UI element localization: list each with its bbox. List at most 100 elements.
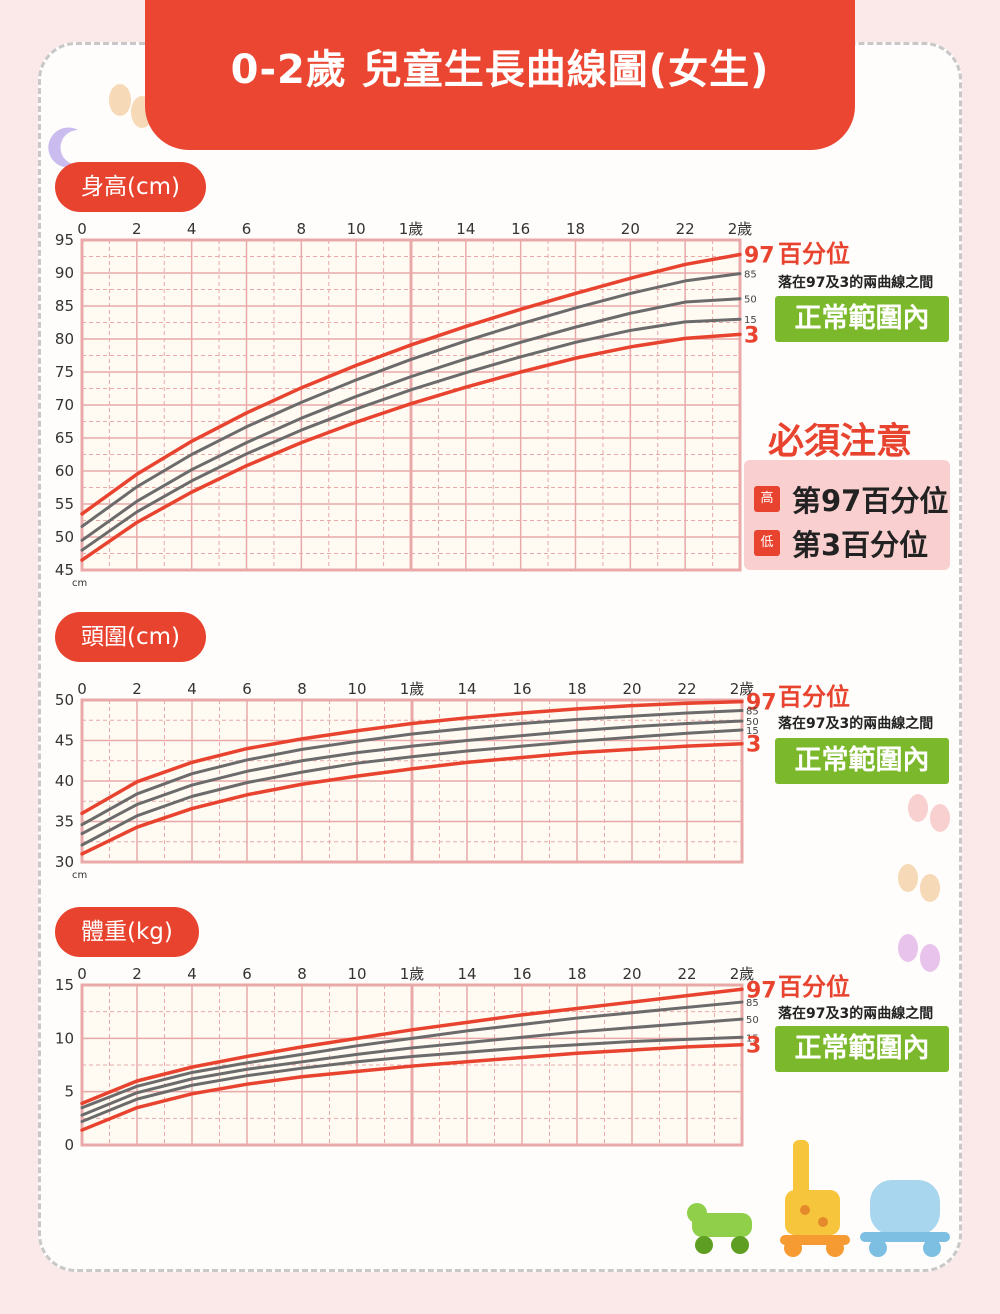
percentile-title: 百分位 [778,240,850,268]
y-tick-label: 65 [55,429,74,447]
series-line-p15 [80,728,744,847]
y-tick-label: 5 [64,1083,74,1101]
plot-border [80,698,744,864]
plot-border [80,238,742,572]
series-line-p3 [80,741,744,856]
x-tick-label: 6 [242,965,252,983]
x-tick-label: 20 [622,680,641,698]
series-end-label-p3: 3 [746,733,761,758]
series-line-p85 [80,1000,744,1110]
normal-range-badge: 正常範圍內 [775,296,949,342]
series-end-label-p50: 50 [746,717,759,728]
x-tick-label: 1歲 [399,220,424,238]
percentile-title: 百分位 [778,973,850,1001]
footprint-icon [898,864,940,902]
series-end-label-p50: 50 [744,295,757,306]
x-tick-label: 1歲 [400,680,425,698]
series-end-label-p15: 15 [744,315,757,326]
x-tick-label: 0 [77,220,87,238]
toy-giraffe-icon [780,1140,850,1257]
series-line-p15 [80,1035,744,1124]
y-tick-label: 30 [55,853,74,871]
x-tick-label: 22 [677,680,696,698]
series-line-p97 [80,699,744,816]
x-tick-label: 8 [297,220,307,238]
section-label-height: 身高(cm) [55,162,206,212]
x-tick-label: 14 [457,680,476,698]
x-tick-label: 2歲 [728,220,753,238]
series-end-label-p50: 50 [746,1015,759,1026]
series-end-label-p85: 85 [746,707,759,718]
series-line-p50 [80,1017,744,1117]
y-tick-label: 95 [55,231,74,249]
series-line-p50 [80,297,742,542]
normal-range-badge: 正常範圍內 [775,1026,949,1072]
normal-range-badge: 正常範圍內 [775,738,949,784]
x-tick-label: 20 [621,220,640,238]
y-tick-label: 10 [55,1029,74,1047]
footprint-icon [908,794,950,832]
x-tick-label: 6 [242,220,252,238]
series-line-p50 [80,719,744,836]
y-tick-label: 75 [55,363,74,381]
normal-range-note: 落在97及3的兩曲線之間 [778,1006,934,1022]
x-tick-label: 4 [187,680,197,698]
y-tick-label: 90 [55,264,74,282]
y-tick-label: 45 [55,561,74,579]
warning-high-tag: 高 [754,486,780,512]
warning-low-text: 第3百分位 [792,528,929,562]
x-tick-label: 2歲 [730,965,755,983]
series-line-p85 [80,272,742,528]
series-line-p15 [80,317,742,552]
series-end-label-p97: 97 [744,244,775,269]
page-title: 0-2歲 兒童生長曲線圖(女生) [145,0,855,150]
x-tick-label: 16 [512,680,531,698]
y-tick-label: 0 [64,1136,74,1154]
x-tick-label: 14 [457,965,476,983]
x-tick-label: 18 [566,220,585,238]
normal-range-note: 落在97及3的兩曲線之間 [778,716,934,732]
y-tick-label: 55 [55,495,74,513]
y-unit-label: cm [72,578,87,589]
series-line-p85 [80,709,744,827]
warning-title: 必須注意 [768,421,913,462]
x-tick-label: 0 [77,680,87,698]
series-end-label-p15: 15 [746,726,759,737]
y-tick-label: 40 [55,772,74,790]
y-tick-label: 50 [55,691,74,709]
x-tick-label: 22 [677,965,696,983]
x-tick-label: 0 [77,965,87,983]
x-tick-label: 10 [347,220,366,238]
moon-icon [48,127,78,168]
footprint-icon [898,934,940,972]
y-tick-label: 15 [55,976,74,994]
x-tick-label: 22 [676,220,695,238]
x-tick-label: 2歲 [730,680,755,698]
x-tick-label: 10 [347,680,366,698]
series-end-label-p85: 85 [744,270,757,281]
warning-box: 高 第97百分位 低 第3百分位 [744,460,950,570]
warning-low-row: 低 第3百分位 [754,522,928,564]
y-tick-label: 45 [55,732,74,750]
x-tick-label: 16 [511,220,530,238]
x-tick-label: 20 [622,965,641,983]
x-tick-label: 8 [297,965,307,983]
section-label-weight: 體重(kg) [55,907,199,957]
x-tick-label: 18 [567,680,586,698]
normal-range-note: 落在97及3的兩曲線之間 [778,275,934,291]
y-tick-label: 50 [55,528,74,546]
warning-low-tag: 低 [754,530,780,556]
x-tick-label: 4 [187,220,197,238]
series-end-label-p15: 15 [746,1033,759,1044]
plot-border [80,983,744,1147]
section-label-head: 頭圍(cm) [55,612,206,662]
x-tick-label: 1歲 [400,965,425,983]
warning-high-row: 高 第97百分位 [754,478,948,520]
x-tick-label: 10 [347,965,366,983]
series-end-label-p97: 97 [746,978,777,1003]
series-end-label-p3: 3 [746,1034,761,1059]
x-tick-label: 2 [132,965,142,983]
x-tick-label: 2 [132,220,142,238]
y-tick-label: 85 [55,297,74,315]
